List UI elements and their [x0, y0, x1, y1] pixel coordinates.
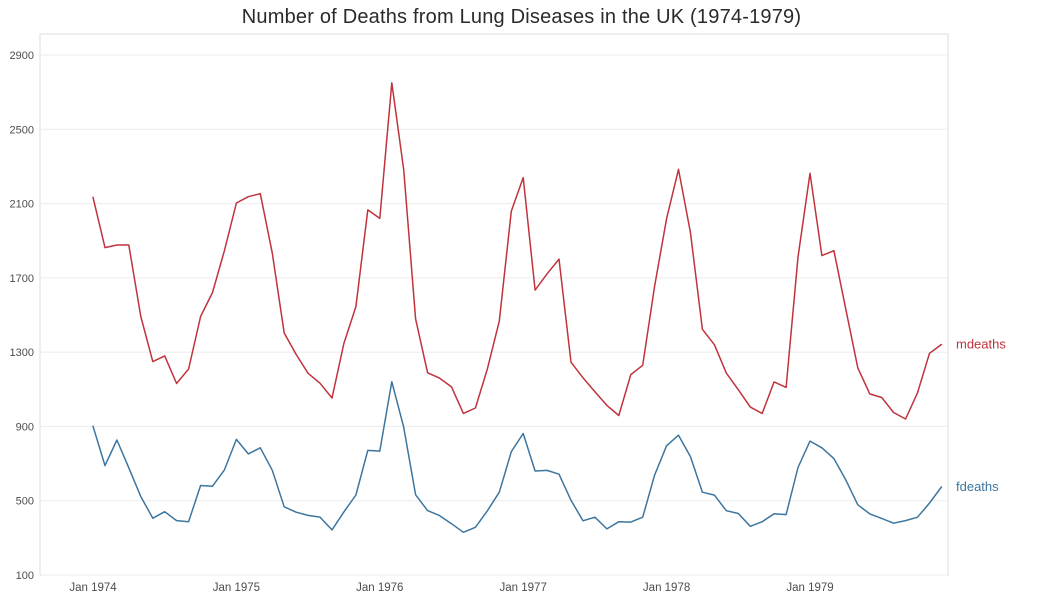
y-tick-label: 900: [16, 421, 34, 433]
x-tick-label: Jan 1974: [69, 582, 117, 594]
chart-title: Number of Deaths from Lung Diseases in t…: [241, 6, 802, 28]
series-label-mdeaths: mdeaths: [956, 337, 1006, 352]
series-line-mdeaths: [92, 82, 943, 420]
y-tick-label: 500: [16, 496, 34, 508]
plot-panel: [39, 33, 949, 576]
x-tick-label: Jan 1979: [786, 582, 833, 594]
y-tick-label: 2500: [10, 124, 34, 136]
y-tick-label: 2900: [10, 50, 34, 62]
series-line-fdeaths: [92, 380, 943, 534]
x-tick-label: Jan 1978: [643, 582, 690, 594]
series-label-fdeaths: fdeaths: [956, 479, 999, 494]
y-tick-label: 100: [16, 570, 34, 582]
x-tick-label: Jan 1977: [500, 582, 547, 594]
y-tick-label: 1300: [10, 347, 34, 359]
y-tick-label: 2100: [10, 199, 34, 211]
x-tick-label: Jan 1976: [356, 582, 403, 594]
y-tick-label: 1700: [10, 273, 34, 285]
x-tick-label: Jan 1975: [213, 582, 260, 594]
